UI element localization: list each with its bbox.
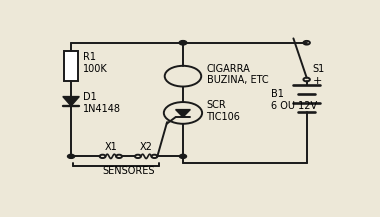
- Text: CIGARRA
BUZINA, ETC: CIGARRA BUZINA, ETC: [207, 64, 268, 85]
- Circle shape: [179, 154, 187, 158]
- Text: B1
6 OU 12V: B1 6 OU 12V: [271, 89, 317, 110]
- Circle shape: [179, 41, 187, 45]
- Circle shape: [68, 154, 74, 158]
- Text: D1
1N4148: D1 1N4148: [83, 92, 121, 114]
- Polygon shape: [176, 110, 190, 117]
- Text: X1: X1: [105, 142, 117, 152]
- Circle shape: [164, 102, 202, 124]
- Text: S1: S1: [312, 64, 325, 74]
- Circle shape: [165, 66, 201, 87]
- Polygon shape: [63, 97, 79, 106]
- Text: R1
100K: R1 100K: [83, 52, 108, 74]
- Text: +: +: [312, 76, 322, 85]
- Text: SCR
TIC106: SCR TIC106: [207, 100, 241, 122]
- Bar: [64, 51, 78, 81]
- Text: SENSORES: SENSORES: [102, 166, 155, 176]
- Text: X2: X2: [140, 142, 153, 152]
